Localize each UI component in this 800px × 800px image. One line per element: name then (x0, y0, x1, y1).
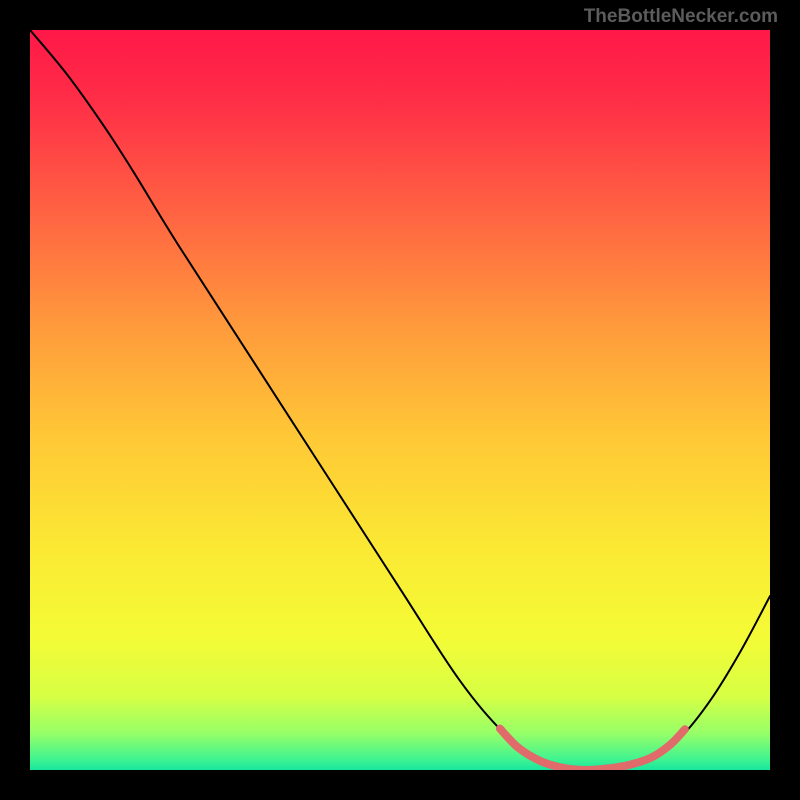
valley-highlight (500, 729, 685, 770)
watermark-text: TheBottleNecker.com (584, 6, 778, 28)
chart-curve-layer (30, 30, 770, 770)
bottleneck-curve (30, 30, 770, 770)
chart-plot-area (30, 30, 770, 770)
